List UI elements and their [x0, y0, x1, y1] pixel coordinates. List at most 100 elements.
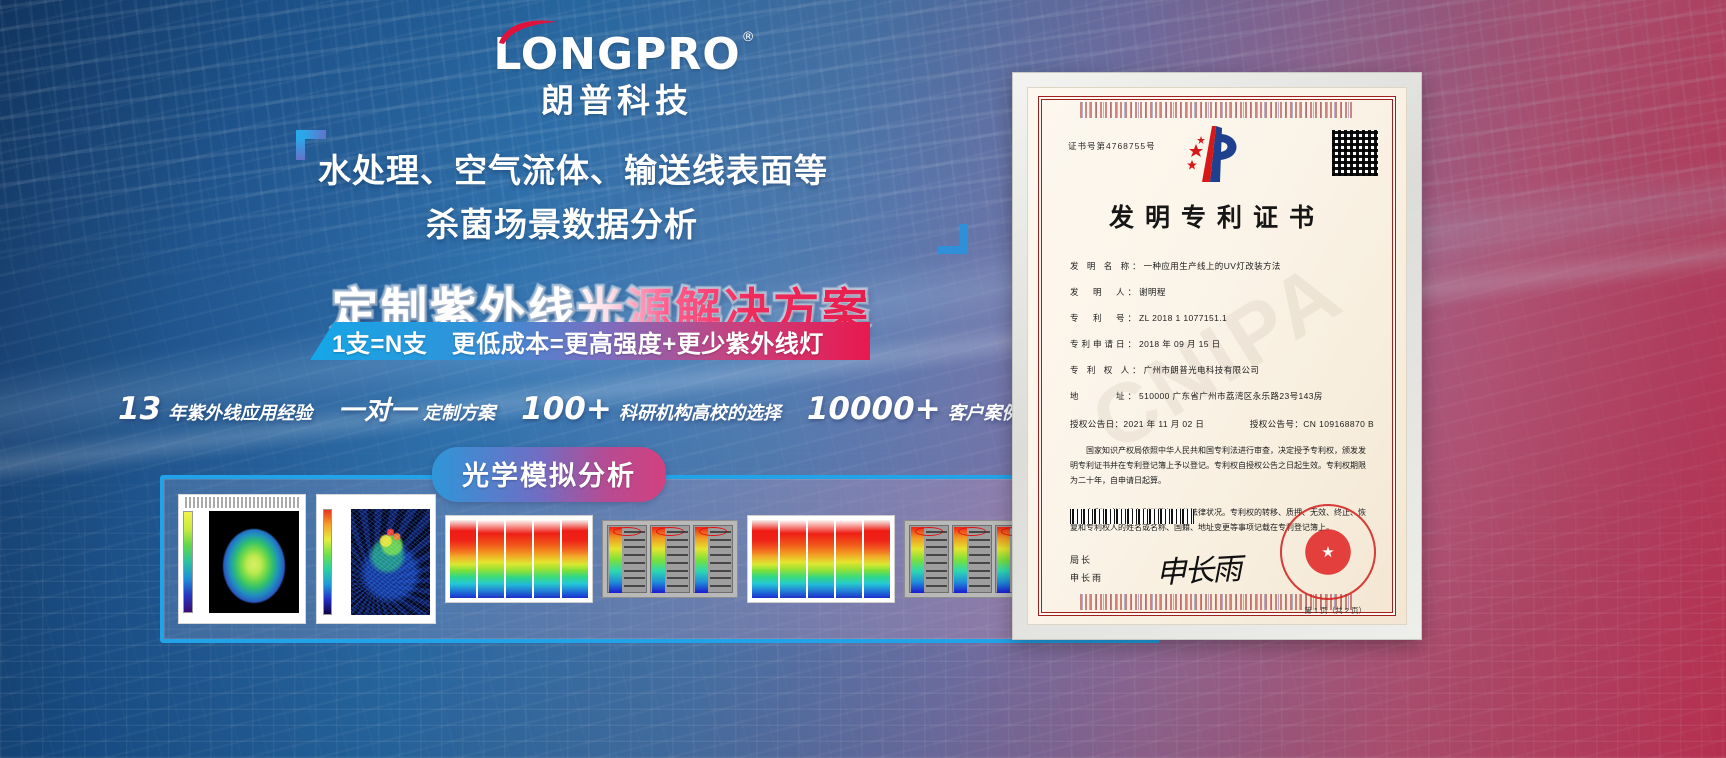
registered-mark: ® [741, 30, 756, 45]
background-roof-texture [0, 0, 1726, 300]
seal-star-icon: ★ [1321, 544, 1335, 561]
legend-rows [709, 526, 732, 592]
certificate-frame [1038, 96, 1396, 616]
sub-title-bar [310, 322, 870, 360]
plot-area [209, 511, 299, 613]
heat-column [478, 520, 504, 598]
grant-date-label: 授权公告日： [1070, 419, 1124, 429]
field-label: 专 利 权 人： [1070, 365, 1144, 375]
stat-number: 一对一 [338, 396, 417, 426]
legend-rows [968, 526, 991, 592]
director-label: 局长 [1070, 555, 1093, 565]
cnipa-emblem-icon [1180, 124, 1254, 186]
intensity-blob [223, 529, 285, 604]
stat-item: 100+ 科研机构高校的选择 [521, 391, 781, 427]
heat-column [534, 520, 560, 598]
sub-title-text: 1支=N支 更低成本=更高强度+更少紫外线灯 [332, 331, 824, 358]
heat-column [450, 520, 476, 598]
colorbar [183, 511, 193, 613]
certificate-inner: CNIPA 证书号第4768755号 发明专利证书 发 明 名 称：一种 [1027, 87, 1407, 625]
contour-blob-plot[interactable] [178, 494, 306, 624]
stat-label: 科研机构高校的选择 [618, 403, 781, 423]
certificate-number: 证书号第4768755号 [1068, 141, 1156, 151]
stat-item: 13 年紫外线应用经验 [118, 391, 312, 427]
simulation-panel [160, 475, 1160, 643]
legend-gradient [911, 527, 924, 593]
logo-text-cn: 朗普科技 [541, 82, 693, 119]
legend-gradient [652, 527, 665, 593]
heat-column [506, 520, 532, 598]
legend-rows [925, 526, 948, 592]
field-label: 专利申请日： [1070, 339, 1140, 349]
field-value: 510000 广东省广州市荔湾区永乐路23号143房 [1139, 391, 1323, 401]
heat-column [752, 520, 778, 598]
legend-gradient [997, 527, 1010, 593]
certificate-ornament-top [1080, 102, 1354, 118]
heat-column [562, 520, 588, 598]
qr-code-icon [1332, 130, 1378, 176]
stats-row: 13 年紫外线应用经验 一对一 定制方案 100+ 科研机构高校的选择 1000… [118, 390, 1056, 430]
certificate-title: 发明专利证书 [1108, 203, 1325, 232]
field-label: 地 址： [1070, 391, 1140, 401]
certificate-field-inventor: 发 明 人：谢明程 [1070, 286, 1370, 298]
director-name: 申长雨 [1070, 573, 1104, 583]
field-value: 2018 年 09 月 15 日 [1139, 339, 1221, 349]
optical-simulation-badge: 光学模拟分析 [432, 447, 666, 502]
stat-number: 13 [118, 391, 162, 427]
headline-block: 水处理、空气流体、输送线表面等 杀菌场景数据分析 [296, 130, 968, 254]
legend-box [952, 525, 992, 593]
certificate-field-patentee: 专 利 权 人：广州市朗普光电科技有限公司 [1070, 364, 1370, 376]
heat-column [864, 520, 890, 598]
legend-panel-a[interactable] [602, 520, 738, 598]
field-label: 专 利 号： [1070, 313, 1140, 323]
legend-box [607, 525, 647, 593]
certificate-field-application-date: 专利申请日：2018 年 09 月 15 日 [1070, 338, 1370, 350]
heat-strip-plot-a[interactable] [446, 516, 592, 602]
stat-number: 100+ [521, 391, 612, 427]
grant-no-value: CN 109168870 B [1303, 419, 1375, 429]
heat-column [808, 520, 834, 598]
certificate-ornament-bottom [1080, 594, 1354, 610]
heat-strip-plot-b[interactable] [748, 516, 894, 602]
colorbar [323, 509, 332, 615]
headline-line-1: 水处理、空气流体、输送线表面等 [318, 152, 828, 189]
certificate-field-patent-no: 专 利 号：ZL 2018 1 1077151.1 [1070, 312, 1370, 324]
field-label: 发 明 人： [1070, 287, 1140, 297]
simulation-thumbnail-list [164, 479, 1156, 639]
grant-date-value: 2021 年 11 月 02 日 [1123, 419, 1205, 429]
heat-column [836, 520, 862, 598]
certificate-barcode [1070, 509, 1194, 524]
heat-column [780, 520, 806, 598]
field-value: 广州市朗普光电科技有限公司 [1143, 365, 1260, 375]
official-red-seal-icon: ★ [1280, 504, 1376, 600]
field-label: 发 明 名 称： [1070, 261, 1144, 271]
certificate-grant-line: 授权公告日：2021 年 11 月 02 日 授权公告号：CN 10916887… [1070, 418, 1374, 430]
patent-certificate[interactable]: CNIPA 证书号第4768755号 发明专利证书 发 明 名 称：一种 [1012, 72, 1422, 640]
speckle-distribution-plot[interactable] [316, 494, 436, 624]
bracket-top-left-icon [296, 130, 326, 160]
grant-no-label: 授权公告号： [1249, 419, 1304, 429]
legend-box [909, 525, 949, 593]
headline-line-2: 杀菌场景数据分析 [426, 206, 698, 243]
stat-item: 一对一 定制方案 [338, 390, 495, 427]
certificate-page-note: 第 1 页（共 2 页） [1304, 606, 1366, 615]
stat-label: 定制方案 [423, 403, 496, 423]
handwritten-signature: 申长雨 [1155, 551, 1242, 592]
logo-text-en: LONGPRO [493, 29, 741, 80]
legend-gradient [954, 527, 967, 593]
legend-box [693, 525, 733, 593]
field-value: 谢明程 [1139, 287, 1166, 297]
logo-wordmark: LONGPRO ® [493, 20, 755, 77]
plot-title-placeholder [185, 497, 301, 508]
legend-rows [666, 526, 689, 592]
certificate-field-address: 地 址：510000 广东省广州市荔湾区永乐路23号143房 [1070, 390, 1370, 402]
field-value: ZL 2018 1 1077151.1 [1139, 313, 1228, 323]
stat-number: 10000+ [806, 391, 941, 427]
legend-gradient [695, 527, 708, 593]
certificate-paragraph-1: 国家知识产权局依照中华人民共和国专利法进行审查，决定授予专利权，颁发发明专利证书… [1070, 446, 1366, 485]
stat-label: 年紫外线应用经验 [168, 403, 313, 423]
field-value: 一种应用生产线上的UV灯改装方法 [1143, 261, 1281, 271]
